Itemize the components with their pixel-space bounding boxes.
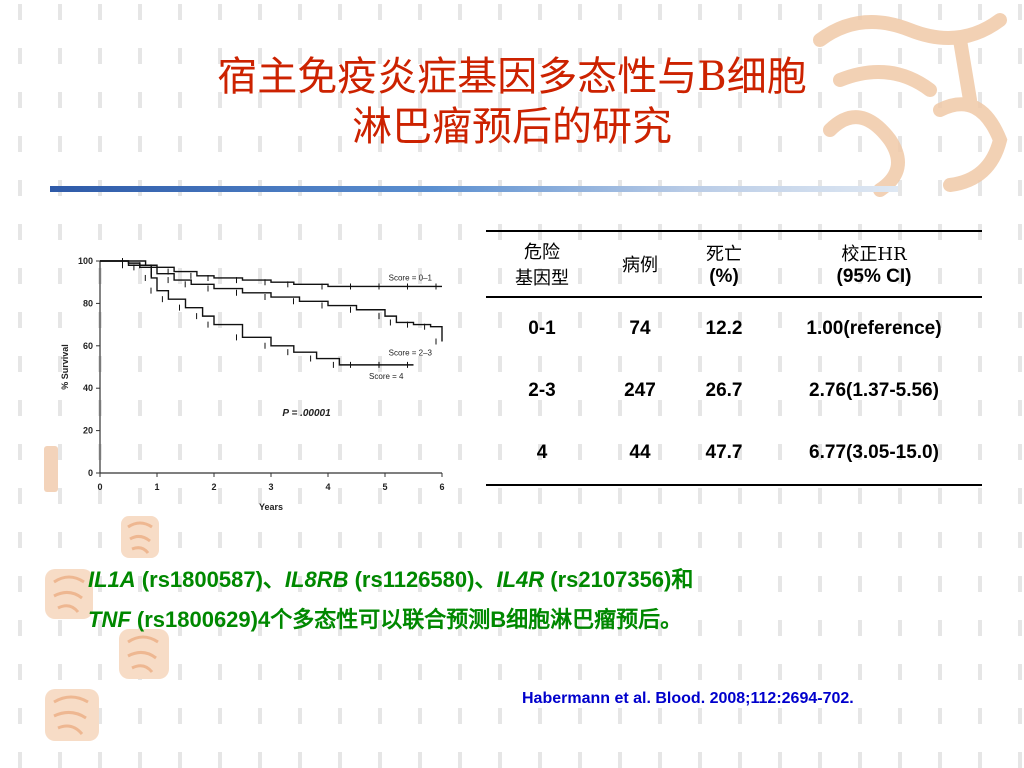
x-tick-label: 2	[211, 482, 216, 492]
header-deaths: 死亡 (%)	[682, 230, 766, 298]
survival-curve	[100, 260, 442, 288]
table-header-row: 危险 基因型 病例 死亡 (%) 校正HR (95% CI)	[486, 230, 982, 298]
cell-hr: 2.76(1.37-5.56)	[809, 380, 939, 401]
table-row: 0-1 74 12.2 1.00(reference)	[486, 297, 982, 360]
slide-title-line2: 淋巴瘤预后的研究	[352, 104, 672, 150]
cell-genotype: 0-1	[528, 318, 556, 339]
y-tick-label: 40	[83, 383, 93, 393]
snp-rs1800629-conclusion: (rs1800629)4个多态性可以联合预测B细胞淋巴瘤预后。	[130, 607, 683, 632]
gene-il4r: IL4R	[496, 567, 545, 592]
seal-watermark-large	[813, 13, 1008, 197]
cell-genotype: 4	[486, 422, 598, 486]
series-label: Score = 4	[369, 372, 404, 381]
header-risk-genotype: 危险 基因型	[486, 230, 598, 298]
table-row: 4 44 47.7 6.77(3.05-15.0)	[486, 422, 982, 486]
gene-il8rb: IL8RB	[284, 567, 349, 592]
x-tick-label: 1	[154, 482, 159, 492]
seal-watermark-small-4	[45, 689, 99, 741]
survival-curve	[100, 260, 414, 366]
y-tick-label: 100	[78, 256, 93, 266]
cell-hr: 6.77(3.05-15.0)	[766, 422, 982, 486]
x-tick-label: 5	[382, 482, 387, 492]
cell-genotype: 2-3	[528, 380, 556, 401]
seal-watermark-edge	[44, 446, 58, 492]
header-cases: 病例	[598, 230, 682, 298]
slide-title: 宿主免疫炎症基因多态性与B细胞 淋巴瘤预后的研究	[0, 52, 1024, 152]
y-tick-label: 60	[83, 341, 93, 351]
seal-watermark-small-1	[121, 516, 159, 558]
seal-watermark-small-2	[45, 569, 93, 619]
gene-il1a: IL1A	[88, 567, 136, 592]
y-tick-label: 20	[83, 426, 93, 436]
x-tick-label: 4	[325, 482, 330, 492]
cell-deaths: 12.2	[705, 318, 743, 339]
header-adjusted-hr: 校正HR (95% CI)	[766, 230, 982, 298]
title-underline	[50, 186, 898, 192]
citation: Habermann et al. Blood. 2008;112:2694-70…	[522, 690, 854, 707]
y-axis-label: % Survival	[60, 344, 70, 390]
seal-watermark-small-3	[119, 629, 169, 679]
gene-tnf: TNF	[88, 607, 131, 632]
summary-text: IL1A (rs1800587)、IL8RB (rs1126580)、IL4R …	[88, 560, 988, 640]
cell-deaths: 26.7	[705, 380, 743, 401]
x-tick-label: 6	[439, 482, 444, 492]
p-value-annotation: P = .00001	[282, 408, 331, 419]
series-label: Score = 0–1	[389, 273, 433, 282]
cell-cases: 247	[624, 380, 656, 401]
y-tick-label: 0	[88, 468, 93, 478]
y-tick-label: 80	[83, 298, 93, 308]
series-label: Score = 2–3	[389, 349, 433, 358]
snp-rs1126580: (rs1126580)、	[348, 567, 497, 592]
cell-cases: 44	[598, 422, 682, 486]
x-tick-label: 3	[268, 482, 273, 492]
table-row: 2-3 247 26.7 2.76(1.37-5.56)	[486, 360, 982, 422]
cell-hr: 1.00(reference)	[806, 318, 942, 339]
cell-cases: 74	[629, 318, 651, 339]
snp-rs2107356: (rs2107356)和	[544, 567, 694, 592]
slide-title-line1: 宿主免疫炎症基因多态性与B细胞	[217, 54, 807, 100]
snp-rs1800587: (rs1800587)、	[135, 567, 285, 592]
x-axis-label: Years	[259, 502, 283, 512]
hazard-ratio-table: 危险 基因型 病例 死亡 (%) 校正HR (95% CI) 0-1 74 12…	[486, 230, 982, 486]
x-tick-label: 0	[97, 482, 102, 492]
cell-deaths: 47.7	[682, 422, 766, 486]
